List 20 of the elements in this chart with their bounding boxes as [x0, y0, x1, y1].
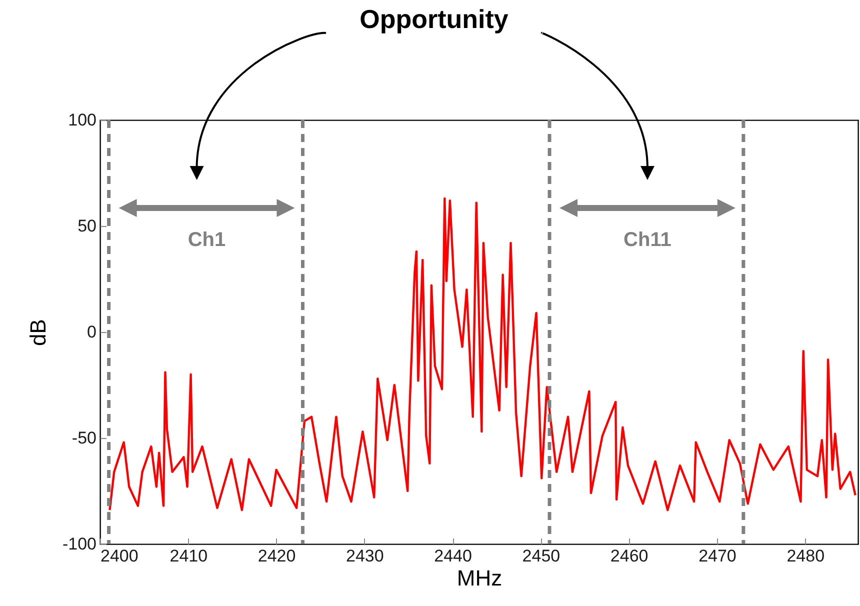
- annotation: Ch11: [624, 229, 672, 251]
- x-tick-label: 2450: [522, 546, 560, 566]
- x-tick-label: 2430: [346, 546, 384, 566]
- line-series: [108, 197, 856, 512]
- annotation: Ch1: [188, 229, 226, 251]
- y-tick-label: 100: [68, 110, 96, 130]
- x-tick-label: 2470: [698, 546, 736, 566]
- x-tick-label: 2420: [258, 546, 296, 566]
- x-tick-label: 2480: [786, 546, 825, 566]
- x-tick-label: 2440: [434, 546, 472, 566]
- x-tick-label: 2400: [100, 546, 138, 566]
- x-tick-label: 2410: [170, 546, 208, 566]
- y-tick-label: -50: [72, 428, 96, 448]
- y-tick-label: 50: [78, 216, 96, 236]
- x-axis-title: MHz: [456, 566, 502, 590]
- x-tick-label: 2460: [610, 546, 648, 566]
- y-tick-label: 0: [87, 322, 96, 342]
- y-tick-label: -100: [62, 534, 96, 554]
- y-axis-title: dB: [25, 319, 50, 346]
- chart-title: Opportunity: [360, 4, 509, 34]
